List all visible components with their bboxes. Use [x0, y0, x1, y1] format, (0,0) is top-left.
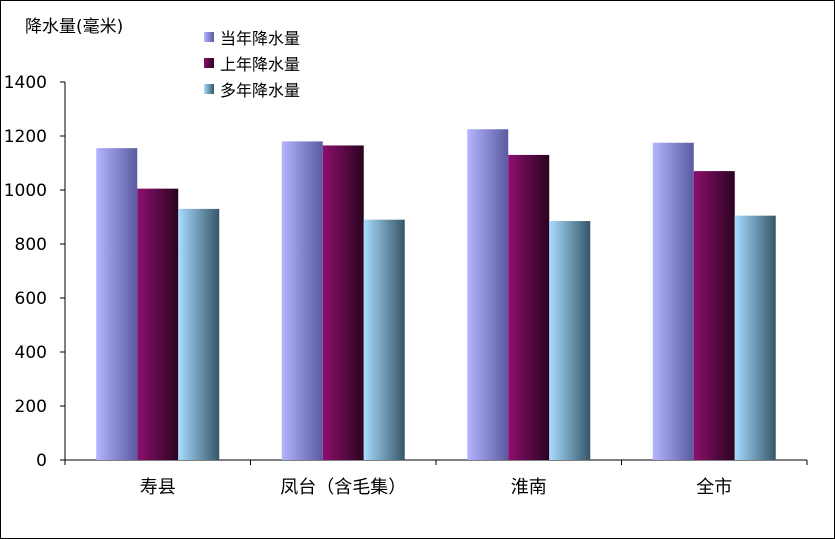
- y-tick-label: 200: [15, 397, 47, 417]
- y-axis: 0 200 400 600 800 1000 1200 1400: [4, 73, 66, 471]
- y-tick-label: 400: [15, 343, 47, 363]
- bar: [137, 188, 179, 460]
- legend-label: 上年降水量: [220, 55, 300, 74]
- x-category-label: 全市: [696, 477, 732, 498]
- y-tick-label: 0: [36, 451, 47, 471]
- bar: [363, 219, 405, 460]
- bar: [693, 171, 735, 460]
- y-axis-label: 降水量(毫米): [25, 17, 123, 37]
- x-category-label: 寿县: [140, 477, 176, 498]
- bar: [467, 129, 509, 460]
- legend-swatch: [204, 32, 214, 42]
- bar: [322, 145, 364, 460]
- x-axis: 寿县 凤台（含毛集） 淮南 全市: [64, 459, 808, 498]
- x-category-label: 淮南: [511, 477, 547, 498]
- legend-label: 当年降水量: [220, 29, 300, 48]
- bar: [508, 154, 550, 460]
- bar: [734, 215, 776, 460]
- y-tick-label: 800: [15, 235, 47, 255]
- legend-label: 多年降水量: [220, 81, 300, 100]
- bar: [281, 141, 323, 460]
- legend-swatch: [204, 84, 214, 94]
- y-tick-label: 600: [15, 289, 47, 309]
- legend-swatch: [204, 58, 214, 68]
- y-tick-label: 1000: [4, 181, 47, 201]
- bars: [96, 129, 776, 460]
- bar: [549, 221, 591, 460]
- bar: [652, 142, 694, 460]
- x-category-label: 凤台（含毛集）: [280, 477, 406, 498]
- y-tick-label: 1200: [4, 127, 47, 147]
- bar: [178, 208, 220, 460]
- y-tick-label: 1400: [4, 73, 47, 93]
- bar: [96, 148, 138, 460]
